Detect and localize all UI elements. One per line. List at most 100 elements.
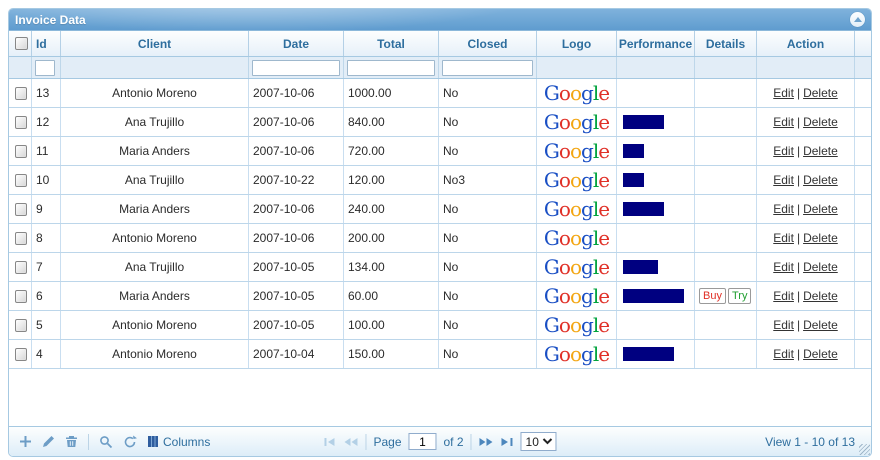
google-logo-letter: e xyxy=(598,284,610,308)
first-page-icon xyxy=(324,437,335,446)
table-row[interactable]: 11 Maria Anders 2007-10-06 720.00 No Goo… xyxy=(9,137,871,166)
column-header-details[interactable]: Details xyxy=(695,31,757,56)
row-checkbox[interactable] xyxy=(15,347,27,361)
delete-link[interactable]: Delete xyxy=(803,260,838,274)
column-header-total[interactable]: Total xyxy=(344,31,439,56)
table-row[interactable]: 6 Maria Anders 2007-10-05 60.00 No Googl… xyxy=(9,282,871,311)
delete-link[interactable]: Delete xyxy=(803,173,838,187)
delete-link[interactable]: Delete xyxy=(803,115,838,129)
edit-link[interactable]: Edit xyxy=(773,231,794,245)
select-all-checkbox[interactable] xyxy=(14,37,28,50)
table-row[interactable]: 7 Ana Trujillo 2007-10-05 134.00 No Goog… xyxy=(9,253,871,282)
cell-id: 8 xyxy=(32,224,61,252)
next-page-button[interactable] xyxy=(479,437,494,447)
google-logo-letter: G xyxy=(543,255,560,279)
edit-link[interactable]: Edit xyxy=(773,86,794,100)
delete-link[interactable]: Delete xyxy=(803,289,838,303)
columns-button[interactable]: Columns xyxy=(147,435,210,449)
action-separator: | xyxy=(796,144,801,158)
try-button[interactable]: Try xyxy=(727,288,752,304)
prev-page-button[interactable] xyxy=(343,437,358,447)
edit-link[interactable]: Edit xyxy=(773,202,794,216)
cell-performance xyxy=(617,195,695,223)
collapse-button[interactable] xyxy=(850,12,865,27)
edit-record-button[interactable] xyxy=(42,435,55,448)
page-size-select[interactable]: 10 xyxy=(520,432,557,451)
cell-id: 10 xyxy=(32,166,61,194)
buy-button[interactable]: Buy xyxy=(699,288,726,304)
delete-record-button[interactable] xyxy=(65,435,78,448)
delete-link[interactable]: Delete xyxy=(803,86,838,100)
delete-link[interactable]: Delete xyxy=(803,347,838,361)
cell-logo: Google xyxy=(537,224,617,252)
row-checkbox[interactable] xyxy=(15,173,27,187)
row-checkbox[interactable] xyxy=(15,318,27,332)
last-page-icon xyxy=(501,437,513,446)
table-row[interactable]: 13 Antonio Moreno 2007-10-06 1000.00 No … xyxy=(9,79,871,108)
edit-link[interactable]: Edit xyxy=(773,260,794,274)
cell-closed: No xyxy=(439,108,537,136)
edit-link[interactable]: Edit xyxy=(773,115,794,129)
table-row[interactable]: 12 Ana Trujillo 2007-10-06 840.00 No Goo… xyxy=(9,108,871,137)
row-spacer xyxy=(855,340,871,368)
delete-link[interactable]: Delete xyxy=(803,318,838,332)
resize-handle[interactable] xyxy=(859,444,870,455)
column-header-closed[interactable]: Closed xyxy=(439,31,537,56)
row-checkbox[interactable] xyxy=(15,144,27,158)
delete-link[interactable]: Delete xyxy=(803,144,838,158)
cell-performance xyxy=(617,137,695,165)
first-page-button[interactable] xyxy=(323,437,336,447)
last-page-button[interactable] xyxy=(501,437,514,447)
google-logo-letter: G xyxy=(543,197,560,221)
search-id-input[interactable] xyxy=(35,59,55,76)
cell-closed: No xyxy=(439,282,537,310)
google-logo-letter: o xyxy=(558,342,571,366)
table-row[interactable]: 10 Ana Trujillo 2007-10-22 120.00 No3 Go… xyxy=(9,166,871,195)
column-header-performance[interactable]: Performance xyxy=(617,31,695,56)
edit-link[interactable]: Edit xyxy=(773,318,794,332)
refresh-button[interactable] xyxy=(123,435,137,449)
row-checkbox[interactable] xyxy=(15,202,27,216)
google-logo-letter: e xyxy=(598,255,610,279)
delete-link[interactable]: Delete xyxy=(803,231,838,245)
cell-id: 6 xyxy=(32,282,61,310)
edit-link[interactable]: Edit xyxy=(773,289,794,303)
search-total-input[interactable] xyxy=(347,59,435,76)
edit-link[interactable]: Edit xyxy=(773,347,794,361)
table-row[interactable]: 4 Antonio Moreno 2007-10-04 150.00 No Go… xyxy=(9,340,871,369)
row-checkbox[interactable] xyxy=(15,289,27,303)
cell-performance xyxy=(617,311,695,339)
google-logo-letter: o xyxy=(569,255,582,279)
google-logo-letter: l xyxy=(592,284,599,308)
row-checkbox[interactable] xyxy=(15,86,27,100)
column-header-action[interactable]: Action xyxy=(757,31,855,56)
column-header-date[interactable]: Date xyxy=(249,31,344,56)
google-logo-letter: G xyxy=(543,168,560,192)
column-header-logo[interactable]: Logo xyxy=(537,31,617,56)
row-checkbox[interactable] xyxy=(15,115,27,129)
table-row[interactable]: 9 Maria Anders 2007-10-06 240.00 No Goog… xyxy=(9,195,871,224)
cell-action: Edit | Delete xyxy=(757,311,855,339)
edit-link[interactable]: Edit xyxy=(773,144,794,158)
delete-link[interactable]: Delete xyxy=(803,202,838,216)
search-button[interactable] xyxy=(99,435,113,449)
table-row[interactable]: 8 Antonio Moreno 2007-10-06 200.00 No Go… xyxy=(9,224,871,253)
row-checkbox[interactable] xyxy=(15,260,27,274)
google-logo-letter: G xyxy=(543,81,560,105)
search-date-input[interactable] xyxy=(252,59,340,76)
column-header-client[interactable]: Client xyxy=(61,31,249,56)
cell-action: Edit | Delete xyxy=(757,224,855,252)
edit-link[interactable]: Edit xyxy=(773,173,794,187)
page-number-input[interactable] xyxy=(408,433,437,450)
search-closed-input[interactable] xyxy=(442,59,533,76)
row-check-cell xyxy=(9,253,32,281)
cell-details xyxy=(695,79,757,107)
google-logo-letter: e xyxy=(598,168,610,192)
table-row[interactable]: 5 Antonio Moreno 2007-10-05 100.00 No Go… xyxy=(9,311,871,340)
row-checkbox[interactable] xyxy=(15,231,27,245)
pager-divider xyxy=(470,433,472,450)
add-record-button[interactable] xyxy=(19,435,32,448)
cell-id: 4 xyxy=(32,340,61,368)
cell-closed: No xyxy=(439,137,537,165)
column-header-id[interactable]: Id xyxy=(32,31,61,56)
